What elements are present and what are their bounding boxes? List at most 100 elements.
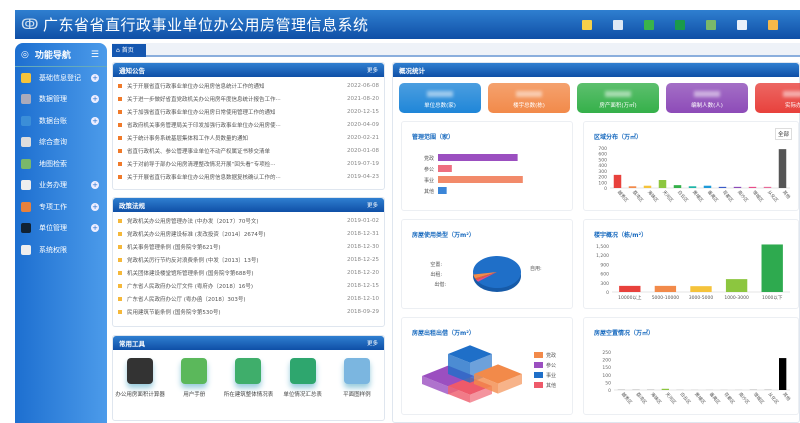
note-icon[interactable]	[582, 19, 592, 30]
stat-card[interactable]: 房产面积(万㎡)	[577, 83, 659, 113]
item-text[interactable]: 关于开展省直行政事业单位办公用房信息数据复核确认工作的···	[127, 174, 281, 181]
briefcase-icon	[21, 201, 31, 212]
expand-icon[interactable]: +	[91, 224, 99, 233]
notices-item[interactable]: 关于加强省直行政事业单位办公用房日常使用管理工作的通知 2020-12-15	[113, 105, 384, 118]
bullet-icon	[118, 270, 122, 275]
sidebar-title: 功能导航	[34, 51, 71, 61]
stat-card[interactable]: 楼宇总数(栋)	[488, 83, 570, 113]
pie-label: 出租:	[430, 271, 442, 278]
item-text[interactable]: 关于开展省直行政事业单位办公用房信息统计工作的通知	[127, 83, 265, 90]
item-text[interactable]: 机关事务管理条例 (国务院令第621号)	[127, 244, 221, 251]
x-tick-label: 白云区	[678, 391, 692, 406]
sidebar-item-7[interactable]: 单位管理 +	[15, 218, 107, 240]
x-tick-label: 南沙区	[737, 391, 751, 406]
stat-card[interactable]: 单位总数(家)	[399, 83, 481, 113]
expand-icon[interactable]: +	[91, 116, 99, 125]
tool-item[interactable]: 所在建筑整体情况表	[222, 358, 274, 398]
tool-item[interactable]: 用户手册	[168, 358, 220, 398]
x-tick-label: 越秀区	[620, 391, 634, 406]
sidebar-item-1[interactable]: 数据管理 +	[15, 89, 107, 111]
expand-icon[interactable]: +	[91, 95, 99, 104]
sidebar-item-3[interactable]: 综合查询	[15, 132, 107, 154]
notices-item[interactable]: 关于开展省直行政事业单位办公用房信息统计工作的通知 2022-06-08	[113, 79, 384, 92]
x-tick-label: 荔湾区	[634, 391, 648, 406]
sidebar-item-6[interactable]: 专项工作 +	[15, 196, 107, 218]
policies-item[interactable]: 机关团体建设楼堂馆所管理条例 (国务院令第688号) 2018-12-20	[113, 266, 384, 279]
item-text[interactable]: 关于统计事务系统基层集体和工作人员数量的通知	[127, 135, 249, 142]
x-tick-label: 1000以下	[762, 295, 783, 301]
item-text[interactable]: 民用建筑节能条例 (国务院令第530号)	[127, 309, 221, 316]
sidebar-item-8[interactable]: 系统权限	[15, 239, 107, 261]
notices-item[interactable]: 关于开展省直行政事业单位办公用房信息数据复核确认工作的··· 2019-04-23	[113, 170, 384, 183]
map-icon[interactable]	[706, 19, 716, 30]
sidebar-item-0[interactable]: 基础信息登记 +	[15, 67, 107, 89]
tool-item[interactable]: 平面图样例	[331, 358, 383, 398]
item-date: 2020-01-08	[347, 147, 379, 154]
y-tick-label: 150	[602, 365, 611, 371]
expand-icon[interactable]: +	[91, 181, 99, 190]
stat-card[interactable]: 实际办公	[755, 83, 800, 113]
block-side	[448, 386, 470, 403]
item-text[interactable]: 党政机关办公用房建设标准 (发改投资〔2014〕2674号)	[127, 231, 266, 238]
item-text[interactable]: 关于对前导于部办公用房清理整改情况开展“回头看”专项检···	[127, 161, 276, 168]
item-date: 2018-12-30	[347, 243, 379, 250]
bullet-icon	[118, 83, 122, 88]
policies-item[interactable]: 党政机关厉行节约反对浪费条例 (中发〔2013〕13号) 2018-12-25	[113, 253, 384, 266]
notices-item[interactable]: 省政府机关事务管理局关于印发加强行政事业单位办公用房使··· 2020-04-09	[113, 118, 384, 131]
item-text[interactable]: 关于进一步做好省直党政机关办公用房年度信息统计报告工作···	[127, 96, 281, 103]
item-text[interactable]: 党政机关办公用房管理办法 (中办发〔2017〕70号文)	[127, 218, 259, 225]
policies-item[interactable]: 机关事务管理条例 (国务院令第621号) 2018-12-30	[113, 240, 384, 253]
box-icon[interactable]	[768, 19, 778, 30]
item-text[interactable]: 省直行政机关、参公管理事业单位不动产权属证书移交清单	[127, 148, 271, 155]
item-text[interactable]: 机关团体建设楼堂馆所管理条例 (国务院令第688号)	[127, 270, 254, 277]
notices-item[interactable]: 关于统计事务系统基层集体和工作人员数量的通知 2020-02-21	[113, 131, 384, 144]
region-filter-button[interactable]: 全部	[774, 128, 792, 140]
compass-icon: ◎	[21, 49, 29, 60]
legend-label: 参公	[546, 362, 556, 369]
policy-more-link[interactable]: 更多	[366, 203, 378, 209]
expand-icon[interactable]: +	[91, 202, 99, 211]
expand-icon[interactable]: +	[91, 73, 99, 82]
block-side	[498, 374, 522, 394]
sms-icon[interactable]	[644, 19, 654, 30]
policies-item[interactable]: 广东省人民政府办公厅文件 (粤府办〔2018〕16号) 2018-12-15	[113, 279, 384, 292]
building-sheet-icon	[235, 358, 262, 384]
x-tick-label: 黄埔区	[693, 391, 707, 406]
x-tick-label: 从化区	[766, 189, 780, 204]
policies-item[interactable]: 民用建筑节能条例 (国务院令第530号) 2018-09-29	[113, 305, 384, 318]
phone-icon[interactable]	[675, 19, 685, 30]
item-text[interactable]: 党政机关厉行节约反对浪费条例 (中发〔2013〕13号)	[127, 257, 259, 264]
policies-item[interactable]: 党政机关办公用房建设标准 (发改投资〔2014〕2674号) 2018-12-31	[113, 227, 384, 240]
tool-item[interactable]: 办公用房面积计算器	[114, 358, 166, 398]
item-text[interactable]: 广东省人民政府办公厅 (粤办函〔2018〕303号)	[127, 296, 246, 303]
tab-home[interactable]: ⌂ 首页	[112, 44, 146, 57]
policies-item[interactable]: 广东省人民政府办公厅 (粤办函〔2018〕303号) 2018-12-10	[113, 292, 384, 305]
stat-card[interactable]: 编制人数(人)	[666, 83, 748, 113]
bar	[661, 388, 669, 390]
menu-toggle-icon[interactable]: ☰	[90, 49, 99, 60]
download-icon[interactable]	[737, 19, 747, 30]
tools-more-link[interactable]: 更多	[366, 341, 378, 347]
notices-item[interactable]: 关于进一步做好省直党政机关办公用房年度信息统计报告工作··· 2021-08-20	[113, 92, 384, 105]
item-text[interactable]: 广东省人民政府办公厅文件 (粤府办〔2018〕16号)	[127, 283, 254, 290]
tool-item[interactable]: 单位情况汇总表	[277, 358, 329, 398]
item-date: 2022-06-08	[347, 82, 379, 89]
notices-item[interactable]: 省直行政机关、参公管理事业单位不动产权属证书移交清单 2020-01-08	[113, 144, 384, 157]
sidebar-item-5[interactable]: 业务办理 +	[15, 175, 107, 197]
message-icon[interactable]	[613, 19, 623, 30]
notices-item[interactable]: 关于对前导于部办公用房清理整改情况开展“回头看”专项检··· 2019-07-19	[113, 157, 384, 170]
tool-label: 用户手册	[183, 392, 206, 398]
x-tick-label: 黄埔区	[691, 189, 705, 204]
notice-more-link[interactable]: 更多	[366, 68, 378, 74]
bullet-icon	[118, 174, 122, 179]
item-text[interactable]: 省政府机关事务管理局关于印发加强行政事业单位办公用房使···	[127, 122, 281, 129]
sidebar-item-2[interactable]: 数据台账 +	[15, 110, 107, 132]
policies-item[interactable]: 党政机关办公用房管理办法 (中办发〔2017〕70号文) 2019-01-02	[113, 214, 384, 227]
y-tick-label: 0	[606, 290, 609, 296]
x-tick-label: 1000-3000	[724, 295, 749, 301]
bar	[654, 285, 677, 292]
sidebar-item-4[interactable]: 地图检索	[15, 153, 107, 175]
item-text[interactable]: 关于加强省直行政事业单位办公用房日常使用管理工作的通知	[127, 109, 276, 116]
manual-icon	[181, 358, 208, 384]
bullet-icon	[118, 135, 122, 140]
